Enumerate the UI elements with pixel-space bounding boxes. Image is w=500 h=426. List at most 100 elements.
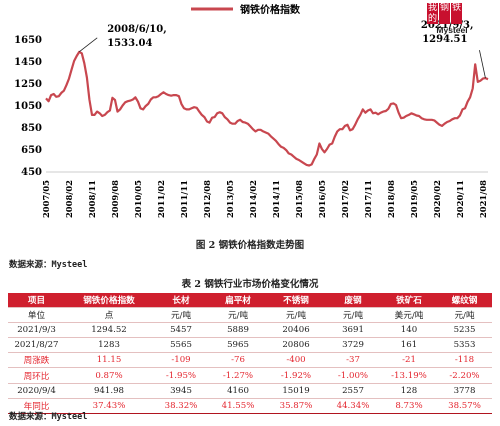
table-row: 单位点元/吨 元/吨 元/吨 元/吨 美元/吨 元/吨 <box>8 307 492 324</box>
logo-char-box-3: 铁 <box>451 3 462 24</box>
table-row: 年同比 37.43% 38.32% 41.55% 35.87% 44.34% 8.73% 38… <box>8 398 492 414</box>
x-tick-label: 2018/08 <box>386 180 396 218</box>
table-cell: 扁平材 <box>209 293 267 309</box>
table-cell: 38.57% <box>437 398 492 414</box>
x-tick-label: 2021/08 <box>478 180 488 218</box>
x-tick-label: 2010/05 <box>133 180 143 218</box>
table-cell: 3945 <box>153 383 209 399</box>
table-cell: 元/吨 <box>437 307 492 324</box>
table-cell: 128 <box>381 383 437 399</box>
table-cell: 44.34% <box>325 398 381 414</box>
table-cell: 年同比 <box>8 398 65 414</box>
x-tick-label: 2019/05 <box>409 180 419 218</box>
table-cell: 2021/8/27 <box>8 337 65 354</box>
x-tick-label: 2014/11 <box>271 180 281 218</box>
table-cell: 美元/吨 <box>381 307 437 324</box>
logo-char: 我 <box>427 3 437 13</box>
table-cell: 2020/9/4 <box>8 383 65 399</box>
table-cell: 5353 <box>437 337 492 354</box>
table-cell: -2.20% <box>437 367 492 384</box>
x-tick-label: 2009/08 <box>110 180 120 218</box>
table-cell: -13.19% <box>381 367 437 384</box>
table-cell: 1294.52 <box>65 322 153 339</box>
table-cell: 元/吨 <box>267 307 325 324</box>
table-cell: -1.27% <box>209 367 267 384</box>
table-cell: 3778 <box>437 383 492 399</box>
table-cell: 8.73% <box>381 398 437 414</box>
table-cell: 0.87% <box>65 367 153 384</box>
table-cell: 37.43% <box>65 398 153 414</box>
steel-price-index-chart: 钢铁价格指数 450 650 850 1050 1250 1450 1650 2007/05… <box>14 3 489 218</box>
table-cell: -76 <box>209 352 267 369</box>
table-cell: 单位 <box>8 307 65 324</box>
table-cell: 5889 <box>209 322 267 339</box>
table-cell: -37 <box>325 352 381 369</box>
x-tick-label: 2008/02 <box>64 180 74 218</box>
table-cell: 项目 <box>8 293 65 309</box>
table-cell: 不锈钢 <box>267 293 325 309</box>
table-cell: 20806 <box>267 337 325 354</box>
table-cell: -118 <box>437 352 492 369</box>
table-cell: 点 <box>65 307 153 324</box>
x-tick-label: 2016/05 <box>317 180 327 218</box>
annotation-value: 1294.51 <box>422 34 467 45</box>
table-row: 周涨跌 11.15 -109 -76 -400 -37 -21 -118 <box>8 352 492 369</box>
price-change-table: 项目 钢铁价格指数 长材 扁平材 不锈钢 废钢 铁矿石 螺纹钢 单位点元/吨 元/吨 元/吨 元/吨美… <box>8 293 492 414</box>
table-cell: 4160 <box>209 383 267 399</box>
chart-source-note: 数据来源：Mysteel <box>9 260 88 270</box>
table-row: 2020/9/4 941.98 3945 4160 15019 2557 128 3778 <box>8 383 492 399</box>
table-row: 项目 钢铁价格指数 长材 扁平材 不锈钢 废钢 铁矿石 螺纹钢 <box>8 293 492 309</box>
logo-char: 铁 <box>451 3 461 13</box>
table-cell: 38.32% <box>153 398 209 414</box>
y-tick-label: 1450 <box>14 57 42 68</box>
annotation-leader-line <box>479 50 486 79</box>
table-cell: 螺纹钢 <box>437 293 492 309</box>
table-cell: 废钢 <box>325 293 381 309</box>
chart-legend: 钢铁价格指数 <box>191 3 301 16</box>
table-cell: 15019 <box>267 383 325 399</box>
table-row: 周环比 0.87% -1.95% -1.27% -1.92% -1.00% -13.19% -… <box>8 367 492 384</box>
annotation-date: 2021/9/3, <box>421 20 474 31</box>
table-cell: 1283 <box>65 337 153 354</box>
table-cell: 161 <box>381 337 437 354</box>
y-tick-label: 450 <box>21 167 42 178</box>
y-tick-label: 650 <box>21 145 42 156</box>
table-cell: 41.55% <box>209 398 267 414</box>
table-cell: 11.15 <box>65 352 153 369</box>
table-cell: -1.00% <box>325 367 381 384</box>
table-cell: -1.92% <box>267 367 325 384</box>
mysteel-logo: 我的 钢 铁 Mysteel <box>421 3 483 35</box>
x-tick-label: 2020/02 <box>432 180 442 218</box>
x-axis: 2007/05 2008/02 2008/11 2009/08 2010/05 2011/… <box>41 171 488 218</box>
logo-char: 钢 <box>439 3 449 13</box>
y-tick-label: 1050 <box>14 101 42 112</box>
logo-name: Mysteel <box>436 25 468 35</box>
x-tick-label: 2020/11 <box>455 180 465 218</box>
y-tick-label: 1250 <box>14 79 42 90</box>
table-cell: 5457 <box>153 322 209 339</box>
table-cell: 3729 <box>325 337 381 354</box>
table-source-note: 数据来源：Mysteel <box>9 412 88 422</box>
table-cell: 铁矿石 <box>381 293 437 309</box>
y-tick-label: 1650 <box>14 35 42 46</box>
x-tick-label: 2017/02 <box>340 180 350 218</box>
x-tick-label: 2011/02 <box>156 180 166 218</box>
table-cell: 元/吨 <box>209 307 267 324</box>
table-cell: -109 <box>153 352 209 369</box>
annotation-leader-line <box>78 37 98 53</box>
table-row: 2021/8/27 1283 5565 5965 20806 3729 161 5353 <box>8 337 492 354</box>
table-cell: 140 <box>381 322 437 339</box>
series-line-steel-price-index <box>45 50 489 167</box>
table-cell: 2557 <box>325 383 381 399</box>
y-axis: 450 650 850 1050 1250 1450 1650 <box>14 35 42 178</box>
table-cell: -21 <box>381 352 437 369</box>
x-tick-label: 2008/11 <box>87 180 97 218</box>
x-tick-label: 2007/05 <box>41 180 51 218</box>
logo-char: 的 <box>427 13 437 24</box>
table-cell: 周涨跌 <box>8 352 65 369</box>
table-title: 表 2 钢铁行业市场价格变化情况 <box>181 279 319 290</box>
table-cell: 5565 <box>153 337 209 354</box>
table-cell: 3691 <box>325 322 381 339</box>
table-cell: 元/吨 <box>153 307 209 324</box>
x-tick-label: 2011/11 <box>179 180 189 218</box>
